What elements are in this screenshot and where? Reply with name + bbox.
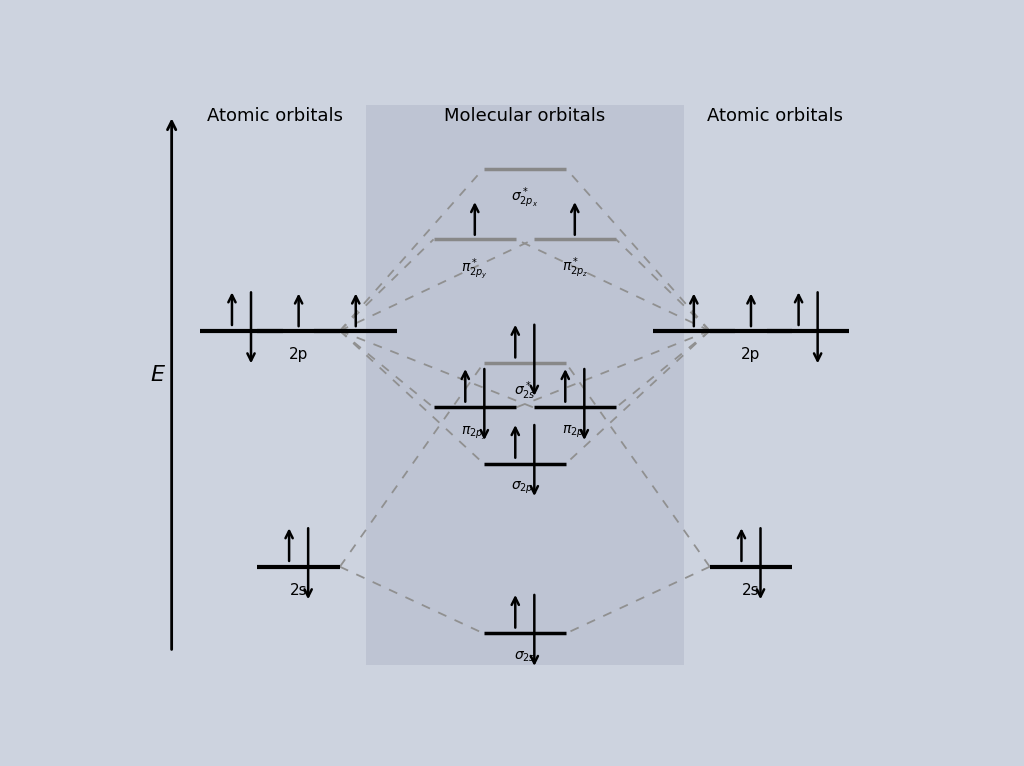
Text: $\sigma_{2s}$: $\sigma_{2s}$ [514, 650, 536, 664]
Text: $\sigma^*_{2s}$: $\sigma^*_{2s}$ [514, 380, 536, 402]
Text: 2p: 2p [289, 347, 308, 362]
Bar [367, 105, 684, 665]
Text: Atomic orbitals: Atomic orbitals [207, 106, 343, 125]
Text: Atomic orbitals: Atomic orbitals [707, 106, 843, 125]
Text: Molecular orbitals: Molecular orbitals [444, 106, 605, 125]
Text: $\sigma^*_{2p_x}$: $\sigma^*_{2p_x}$ [511, 185, 539, 210]
Text: $\pi_{2p_y}$: $\pi_{2p_y}$ [462, 424, 488, 440]
Text: $\pi^*_{2p_z}$: $\pi^*_{2p_z}$ [561, 256, 588, 280]
Text: 2s: 2s [290, 583, 307, 598]
Text: $\pi_{2p_z}$: $\pi_{2p_z}$ [561, 424, 588, 440]
Text: 2p: 2p [741, 347, 761, 362]
Text: $\pi^*_{2p_y}$: $\pi^*_{2p_y}$ [462, 256, 488, 280]
Text: 2s: 2s [742, 583, 760, 598]
Text: $\sigma_{2p_x}$: $\sigma_{2p_x}$ [511, 480, 539, 496]
Text: $E$: $E$ [151, 365, 166, 385]
